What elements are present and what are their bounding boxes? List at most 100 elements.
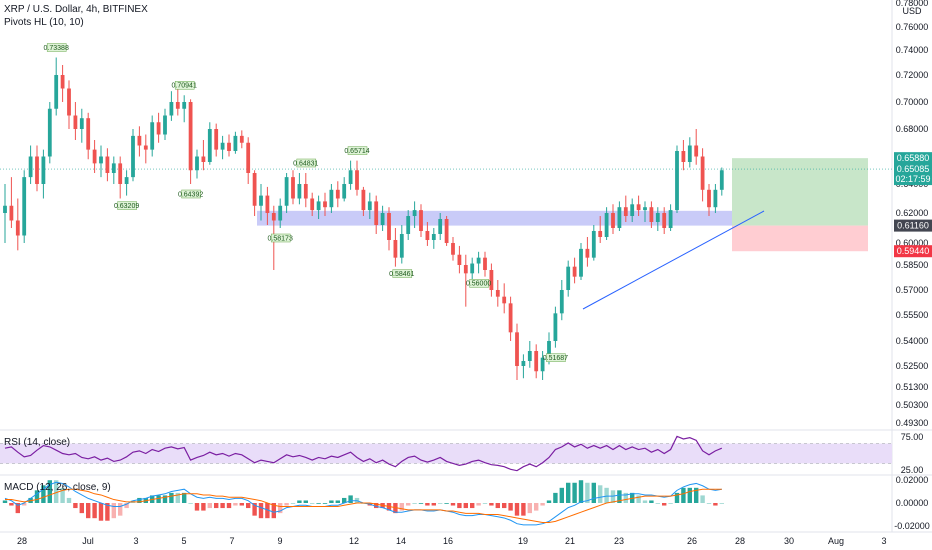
macd-histogram-bar <box>79 503 84 514</box>
price-axis-partial-label: 0.78000 <box>896 0 929 8</box>
candle-body <box>604 213 609 237</box>
macd-histogram-bar <box>92 503 97 519</box>
macd-histogram-bar <box>521 503 526 516</box>
macd-histogram-bar <box>399 503 404 511</box>
candle-body <box>111 163 116 173</box>
symbol-title[interactable]: XRP / U.S. Dollar, 4h, BITFINEX <box>4 4 148 15</box>
candle-body <box>707 189 711 208</box>
candle-body <box>41 156 46 184</box>
macd-histogram-bar <box>41 485 46 503</box>
macd-histogram-bar <box>604 487 609 503</box>
candle-body <box>559 290 564 314</box>
macd-histogram-bar <box>303 500 308 503</box>
candle-body <box>28 156 33 178</box>
candle-body <box>291 177 295 199</box>
macd-histogram-bar <box>9 503 14 506</box>
macd-histogram-bar <box>482 503 488 504</box>
price-axis-tick: 0.68000 <box>896 124 929 134</box>
macd-histogram-bar <box>642 500 648 503</box>
macd-legend[interactable]: MACD (12, 26, close, 9) <box>4 482 111 493</box>
candle-body <box>124 177 129 184</box>
candle-body <box>182 102 187 109</box>
pivot-label-box <box>46 43 67 52</box>
candle-body <box>54 75 59 109</box>
macd-histogram-bar <box>98 503 104 521</box>
price-axis-tick: 0.74000 <box>896 45 929 55</box>
candle-body <box>451 243 455 255</box>
time-axis-tick: 5 <box>181 536 186 546</box>
candle-body <box>399 234 404 258</box>
price-axis-tick: 0.62000 <box>896 208 929 218</box>
macd-histogram-bar <box>591 482 596 503</box>
macd-histogram-bar <box>687 487 692 503</box>
macd-histogram-bar <box>578 480 584 503</box>
macd-histogram-bar <box>585 482 590 503</box>
price-tag-label: 0.65880 <box>897 153 930 163</box>
candle-body <box>131 135 135 178</box>
candle-body <box>323 201 327 208</box>
pivot-label: 0.64831 <box>293 160 318 167</box>
macd-histogram-bar <box>60 487 65 503</box>
price-axis-tick: 0.50300 <box>896 400 929 410</box>
macd-histogram-bar <box>233 503 238 506</box>
candle-body <box>527 351 532 361</box>
time-axis-tick: 30 <box>784 536 794 546</box>
macd-histogram-bar <box>214 503 219 509</box>
candle-body <box>278 205 283 221</box>
macd-histogram-bar <box>297 500 302 503</box>
macd-histogram-bar <box>623 492 628 503</box>
candle-body <box>99 156 103 164</box>
candle-body <box>406 216 411 234</box>
macd-histogram-bar <box>662 503 667 506</box>
macd-histogram-bar <box>706 503 712 504</box>
candle-body <box>687 145 692 162</box>
macd-histogram-bar <box>348 495 353 503</box>
macd-axis-tick: 0.00000 <box>896 498 929 508</box>
macd-histogram-bar <box>239 503 244 506</box>
candle-body <box>342 184 347 199</box>
candle-body <box>348 170 353 184</box>
target-zone <box>732 158 868 226</box>
macd-histogram-bar <box>316 503 321 504</box>
candle-body <box>713 189 718 208</box>
candle-body <box>246 142 251 173</box>
candle-body <box>188 102 193 171</box>
candle-body <box>655 213 660 222</box>
pivot-label: 0.70941 <box>172 83 197 90</box>
macd-histogram-bar <box>412 503 417 504</box>
candle-body <box>540 357 545 372</box>
macd-histogram-bar <box>489 503 494 506</box>
candle-body <box>374 201 379 225</box>
pivot-label-box <box>347 146 368 155</box>
macd-histogram-bar <box>649 500 654 503</box>
price-axis-tick: 0.76000 <box>896 22 929 32</box>
candle-body <box>393 240 398 258</box>
candle-body <box>579 248 583 277</box>
macd-histogram-bar <box>284 503 289 506</box>
indicator-legend[interactable]: Pivots HL (10, 10) <box>4 17 84 28</box>
macd-histogram-bar <box>34 490 40 503</box>
macd-histogram-bar <box>156 495 161 503</box>
rsi-axis-tick: 25.00 <box>901 465 924 475</box>
candle-body <box>668 210 673 228</box>
macd-histogram-bar <box>54 480 59 503</box>
time-axis-tick: 3 <box>133 536 138 546</box>
signal-line <box>5 488 722 524</box>
trendline <box>582 210 765 310</box>
candle-body <box>67 88 71 116</box>
rsi-legend[interactable]: RSI (14, close) <box>4 437 71 448</box>
macd-histogram-bar <box>15 503 20 514</box>
macd-histogram-bar <box>86 503 91 519</box>
macd-histogram-bar <box>220 503 225 509</box>
candle-body <box>598 231 603 237</box>
macd-histogram-bar <box>655 503 660 504</box>
candle-body <box>630 204 635 216</box>
macd-histogram-bar <box>553 492 558 503</box>
macd-histogram-bar <box>598 485 603 503</box>
macd-histogram-bar <box>329 500 334 503</box>
candle-body <box>73 115 78 129</box>
price-tag <box>894 219 932 232</box>
support-zone <box>257 210 751 226</box>
